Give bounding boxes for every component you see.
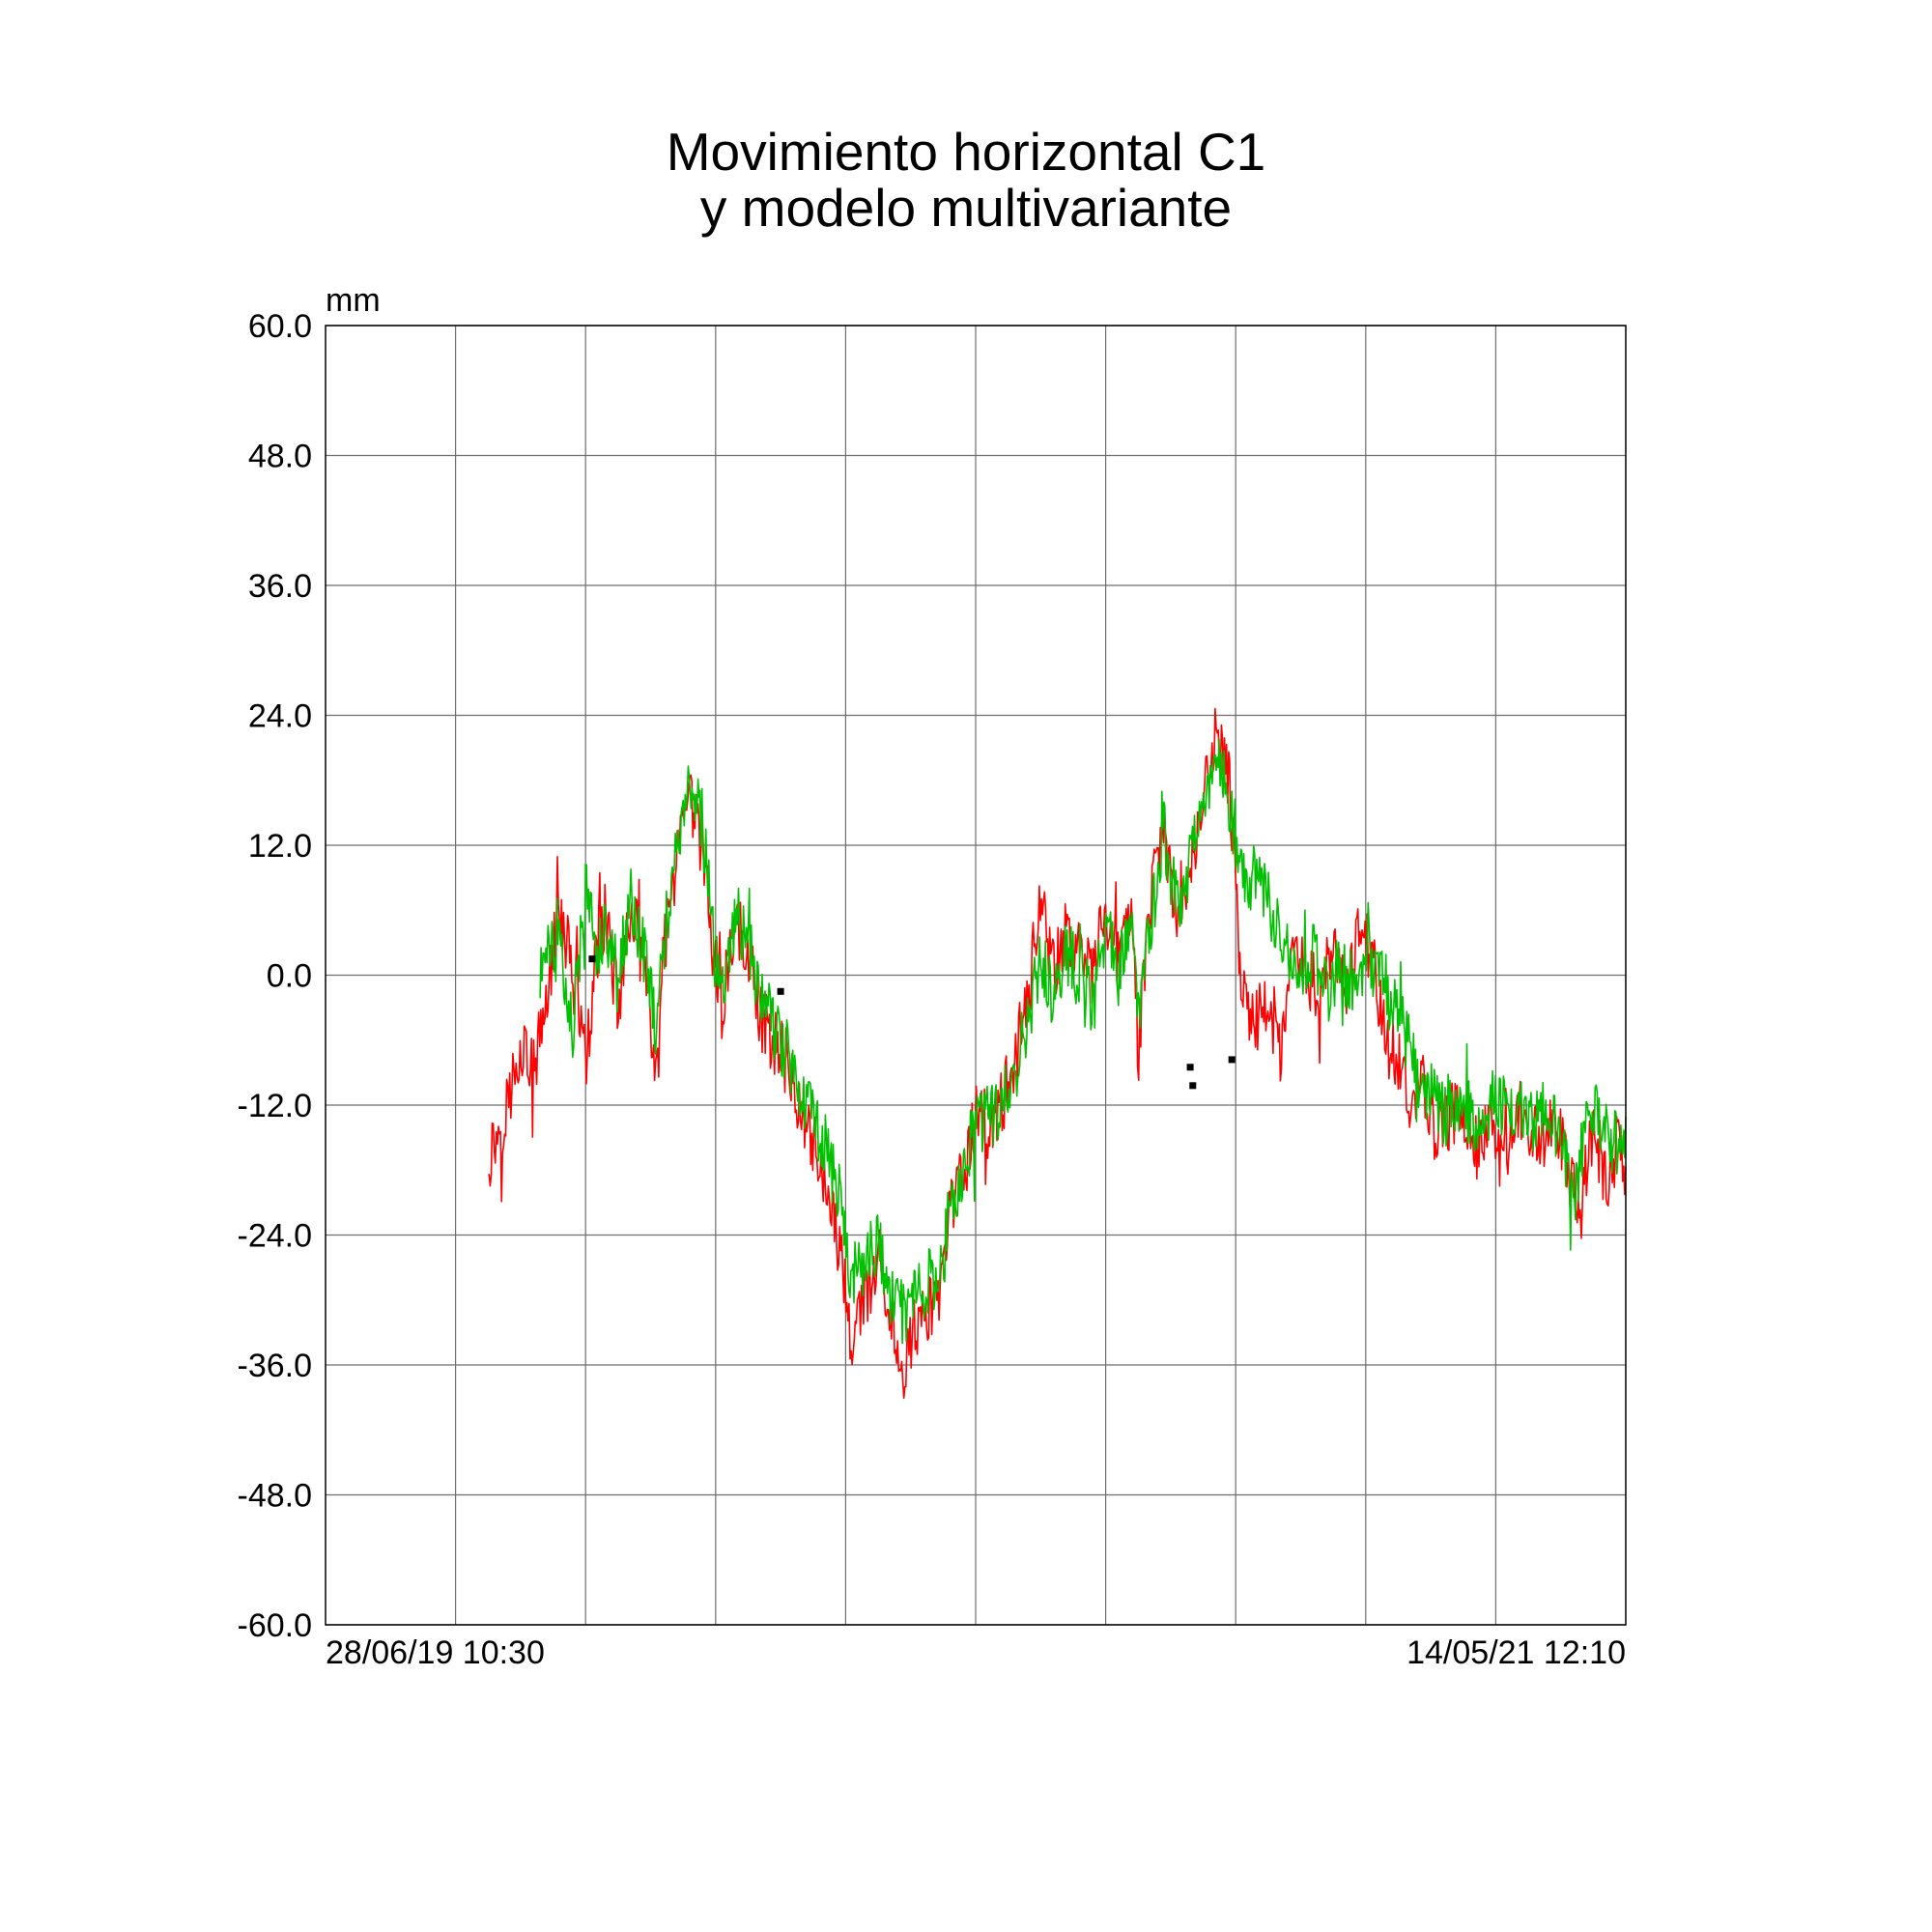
data-marker [1186, 1064, 1194, 1071]
y-tick-label: -24.0 [238, 1218, 313, 1255]
marker-layer [588, 955, 1236, 1090]
y-tick-label: -12.0 [238, 1088, 313, 1124]
data-marker [1189, 1082, 1197, 1090]
y-tick-label: 60.0 [248, 308, 312, 345]
y-tick-label: -36.0 [238, 1348, 313, 1384]
y-tick-label: 24.0 [248, 698, 312, 735]
data-marker [1228, 1056, 1236, 1064]
plot-frame [325, 325, 1627, 1626]
grid-lines [326, 325, 1626, 1626]
y-tick-label: 12.0 [248, 828, 312, 865]
y-tick-label: -48.0 [238, 1478, 313, 1515]
y-tick-label: 48.0 [248, 439, 312, 475]
chart-title-line-2: y modelo multivariante [699, 178, 1233, 238]
x-axis-end-label: 14/05/21 12:10 [1406, 1634, 1626, 1671]
y-axis-ticks: 60.0 48.0 36.0 24.0 12.0 0.0 -12.0 -24.0 -36.0 -4… [238, 308, 313, 1644]
series-line-2 [539, 738, 1627, 1345]
y-tick-label: 36.0 [248, 568, 312, 605]
y-tick-label: 0.0 [267, 958, 312, 995]
y-tick-label: -60.0 [238, 1607, 313, 1644]
series-layer [488, 707, 1627, 1400]
data-marker [588, 955, 596, 963]
data-marker [777, 987, 784, 995]
chart-title: Movimiento horizontal C1 y modelo multiv… [0, 124, 1932, 236]
x-axis-start-label: 28/06/19 10:30 [326, 1634, 545, 1671]
y-axis-unit-label: mm [326, 282, 381, 319]
chart-title-line-1: Movimiento horizontal C1 [666, 122, 1266, 182]
series-line-1 [488, 707, 1627, 1400]
